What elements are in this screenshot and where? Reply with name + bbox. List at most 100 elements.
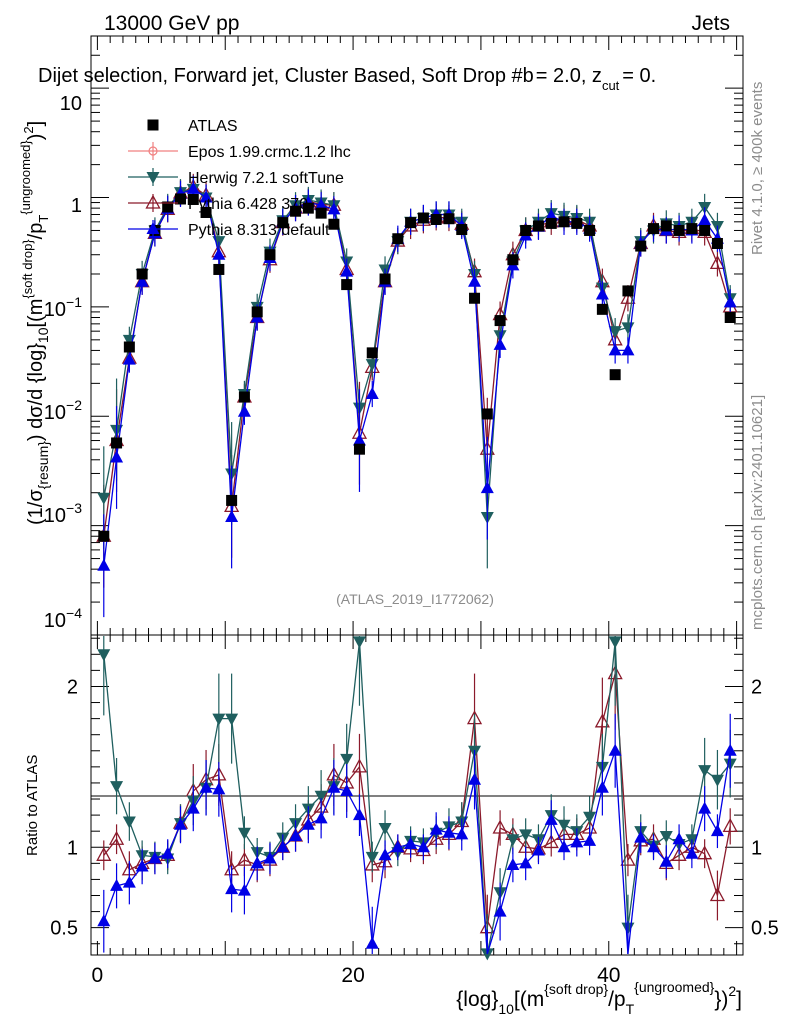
atlas-data-point bbox=[238, 391, 250, 403]
pythia8-ratio-point bbox=[519, 856, 533, 869]
herwig-ratio-point bbox=[480, 948, 494, 961]
legend-label-atlas: ATLAS bbox=[188, 118, 238, 135]
pythia8-ratio-point bbox=[289, 829, 303, 842]
legend-label-pythia8: Pythia 8.313 default bbox=[188, 222, 330, 239]
pythia8-ratio-point bbox=[186, 801, 200, 814]
herwig-ratio-point bbox=[212, 713, 226, 726]
atlas-data-point bbox=[353, 443, 365, 455]
header-energy: 13000 GeV pp bbox=[104, 12, 239, 35]
pythia8-main-point bbox=[340, 264, 354, 277]
x-tick-label: 0 bbox=[92, 964, 104, 987]
herwig-ratio-point bbox=[365, 851, 379, 864]
pythia8-ratio-point bbox=[237, 883, 251, 896]
pythia8-ratio-point bbox=[148, 851, 162, 864]
ratio-y-tick-labels: 0.5 0.5 1 1 2 2 bbox=[50, 676, 779, 939]
atlas-data-point bbox=[686, 223, 698, 235]
pythia6-ratio-point bbox=[492, 819, 508, 834]
legend-marker-pythia8 bbox=[146, 222, 160, 234]
pythia8-ratio-point bbox=[493, 904, 507, 917]
pythia8-ratio-point bbox=[122, 875, 136, 888]
y-tick-label-1e-2: 10−2 bbox=[44, 397, 82, 424]
pythia8-ratio-point bbox=[378, 848, 392, 861]
legend-label-epos: Epos 1.99.crmc.1.2 lhc bbox=[188, 144, 351, 161]
atlas-data-point bbox=[136, 268, 148, 280]
pythia8-main-point bbox=[493, 337, 507, 350]
atlas-data-point bbox=[622, 285, 634, 297]
atlas-data-point bbox=[520, 224, 532, 236]
atlas-data-point bbox=[724, 312, 736, 324]
pythia8-ratio-point bbox=[468, 772, 482, 785]
pythia8-ratio-point bbox=[659, 854, 673, 867]
herwig-ratio-point bbox=[506, 834, 520, 847]
pythia8-ratio-point bbox=[110, 878, 124, 891]
pythia6-ratio-point bbox=[709, 887, 726, 902]
herwig-ratio-point bbox=[237, 827, 251, 840]
atlas-data-point bbox=[494, 315, 506, 327]
atlas-data-point bbox=[558, 216, 570, 228]
pythia8-main-point bbox=[225, 509, 239, 522]
herwig-ratio-point bbox=[340, 753, 354, 766]
herwig-ratio-point bbox=[710, 774, 724, 787]
herwig-ratio-point bbox=[110, 781, 124, 794]
pythia8-main-point bbox=[352, 433, 366, 446]
pythia8-ratio-point bbox=[544, 812, 558, 825]
pythia8-main-point bbox=[122, 352, 136, 365]
pythia8-ratio-point bbox=[698, 801, 712, 814]
herwig-ratio-point bbox=[314, 790, 328, 803]
atlas-data-point bbox=[226, 494, 238, 506]
atlas-data-point bbox=[264, 249, 276, 261]
atlas-data-point bbox=[507, 254, 519, 266]
pythia8-ratio-point bbox=[173, 817, 187, 830]
pythia8-main-point bbox=[365, 386, 379, 399]
atlas-data-point bbox=[545, 217, 557, 229]
pythia6-ratio-point bbox=[671, 846, 687, 861]
atlas-data-point bbox=[648, 223, 660, 235]
main-y-tick-labels: 10−4 10−3 10−2 10−1 1 10 bbox=[44, 93, 82, 632]
herwig-ratio-point bbox=[97, 649, 111, 662]
pythia8-main-point bbox=[212, 247, 226, 260]
atlas-data-point bbox=[699, 224, 711, 236]
atlas-data-point bbox=[417, 212, 429, 224]
pythia8-main-point bbox=[199, 190, 213, 203]
atlas-data-point bbox=[469, 292, 481, 304]
y-tick-label-1e-1: 10−1 bbox=[44, 294, 82, 321]
atlas-data-point bbox=[571, 217, 583, 229]
x-axis-label: {log}10[(m{soft drop}/pT{ungroomed}})2] bbox=[456, 979, 742, 1017]
pythia6-ratio-point bbox=[543, 834, 559, 849]
pythia8-main-point bbox=[544, 208, 558, 221]
ratio-panel-frame bbox=[90, 634, 744, 956]
pythia8-main-point bbox=[110, 450, 124, 463]
legend-marker-atlas bbox=[147, 119, 159, 131]
atlas-data-point bbox=[111, 437, 123, 449]
herwig-ratio-point bbox=[122, 816, 136, 829]
atlas-data-point bbox=[405, 217, 417, 229]
pythia6-main-point bbox=[709, 255, 726, 270]
atlas-data-point bbox=[251, 306, 263, 318]
atlas-data-point bbox=[123, 341, 135, 353]
atlas-data-point bbox=[392, 233, 404, 245]
pythia8-main-point bbox=[135, 274, 149, 287]
pythia6-ratio-point bbox=[722, 817, 738, 833]
pythia8-ratio-point bbox=[685, 846, 699, 859]
pythia8-ratio-point bbox=[97, 914, 111, 927]
atlas-data-point bbox=[379, 273, 391, 285]
x-tick-label: 40 bbox=[597, 964, 620, 987]
pythia8-ratio-point bbox=[608, 743, 622, 756]
pythia6-ratio-point bbox=[697, 845, 713, 860]
ratio-y-tick-label-right: 0.5 bbox=[751, 918, 779, 940]
ratio-y-tick-label: 0.5 bbox=[50, 918, 78, 940]
ratio-y-tick-label: 2 bbox=[67, 676, 78, 698]
pythia8-main-point bbox=[327, 202, 341, 215]
atlas-data-point bbox=[366, 347, 378, 359]
ratio-series-layer bbox=[96, 636, 738, 961]
pythia8-ratio-point bbox=[710, 824, 724, 837]
pythia8-ratio-point bbox=[391, 840, 405, 853]
pythia8-ratio-point bbox=[672, 832, 686, 845]
y-tick-label-10: 10 bbox=[60, 93, 82, 115]
pythia8-ratio-point bbox=[250, 856, 264, 869]
pythia8-ratio-point bbox=[557, 840, 571, 853]
herwig-ratio-point bbox=[378, 822, 392, 835]
atlas-data-point bbox=[609, 369, 621, 381]
y-tick-label-1: 1 bbox=[71, 195, 82, 217]
analysis-watermark: (ATLAS_2019_I1772062) bbox=[336, 591, 494, 607]
